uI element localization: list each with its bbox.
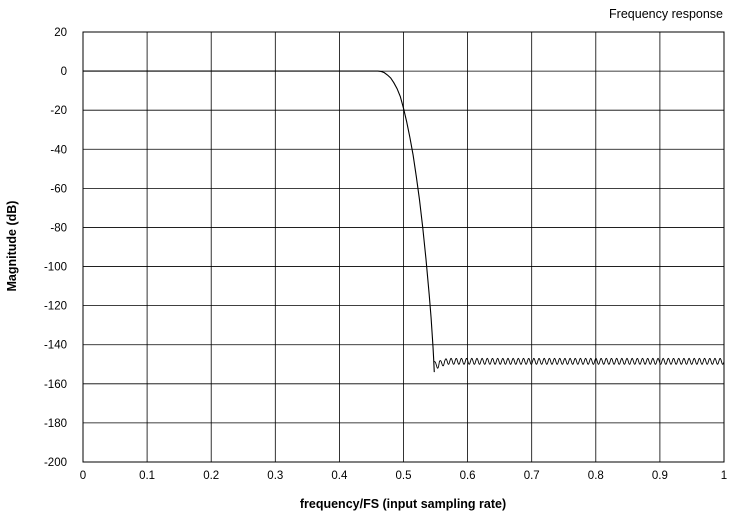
x-tick-label: 0.9 [652, 470, 668, 482]
chart-title: Frequency response [609, 7, 723, 21]
grid-lines [82, 31, 725, 463]
x-tick-label: 0.5 [396, 470, 412, 482]
y-tick-label: -200 [44, 457, 67, 469]
x-tick-label: 0.3 [267, 470, 283, 482]
x-tick-label: 0.4 [331, 470, 348, 482]
y-tick-label: -60 [50, 183, 67, 195]
series-line-passband [83, 70, 435, 373]
y-tick-label: -140 [44, 340, 67, 352]
x-tick-labels: 0 0.1 0.2 0.3 0.4 0.5 0.6 0.7 0.8 0.9 1 [80, 470, 727, 482]
x-axis-label: frequency/FS (input sampling rate) [300, 497, 506, 511]
y-tick-label: -100 [44, 262, 67, 274]
y-tick-label: -40 [50, 144, 67, 156]
x-tick-label: 0.1 [139, 470, 155, 482]
y-axis-label: Magnitude (dB) [5, 201, 19, 292]
y-tick-label: 0 [61, 66, 67, 78]
y-tick-label: -80 [50, 222, 67, 234]
series-line-stopband [434, 357, 725, 369]
x-tick-label: 0.2 [203, 470, 219, 482]
x-tick-label: 0 [80, 470, 86, 482]
x-tick-label: 0.7 [524, 470, 540, 482]
y-tick-label: -20 [50, 105, 67, 117]
y-tick-labels: 20 0 -20 -40 -60 -80 -100 -120 -140 -160 -180 -200 [44, 27, 67, 469]
plot-frame [82, 31, 725, 463]
x-tick-label: 1 [721, 470, 727, 482]
y-tick-label: -160 [44, 379, 67, 391]
y-tick-label: -180 [44, 418, 67, 430]
y-tick-label: -120 [44, 301, 67, 313]
x-tick-label: 0.8 [588, 470, 604, 482]
y-tick-label: 20 [54, 27, 67, 39]
x-tick-label: 0.6 [460, 470, 476, 482]
